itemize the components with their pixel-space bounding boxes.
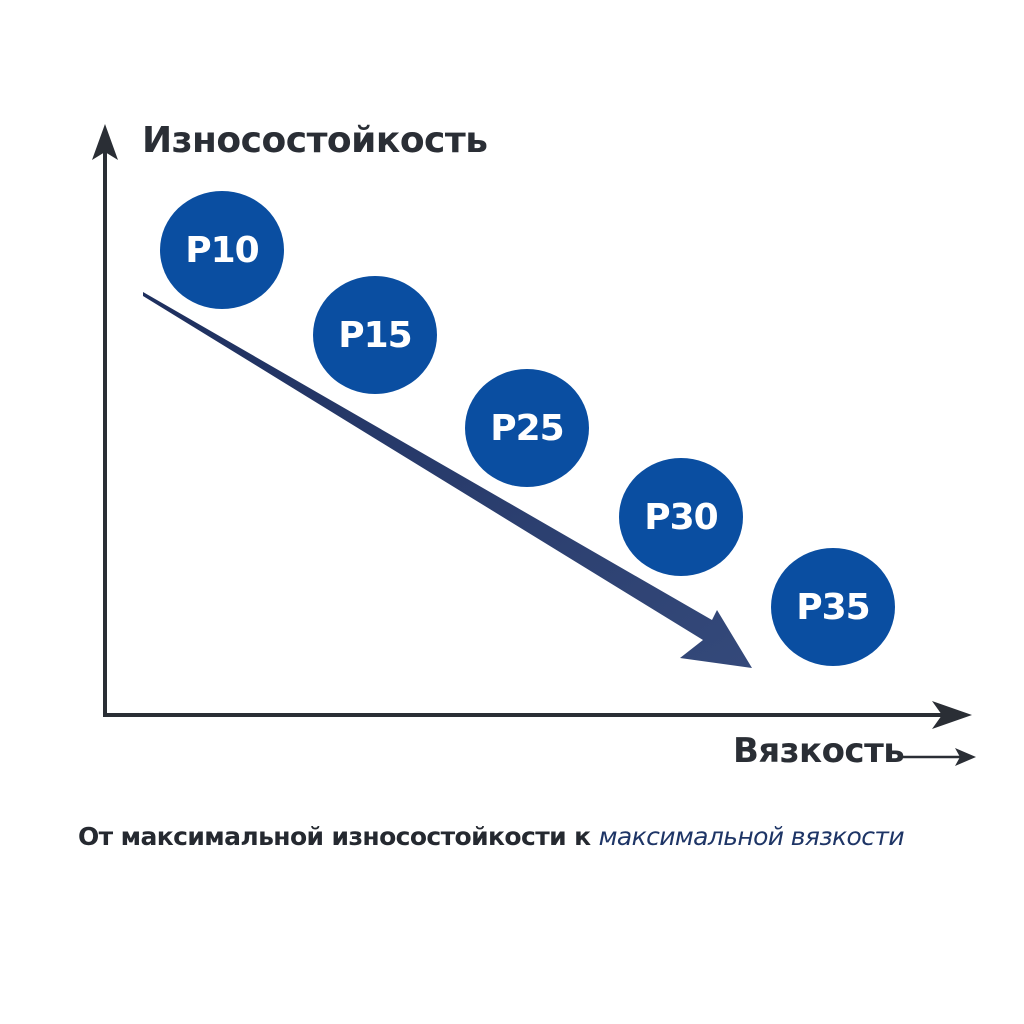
caption-prefix: От максимальной износостойкости к [78,822,599,851]
y-axis-label: Износостойкость [142,120,488,161]
grade-p25: P25 [465,369,589,487]
grade-p30: P30 [619,458,743,576]
caption-emphasis: максимальной вязкости [598,822,905,851]
x-axis [103,701,972,729]
grade-p35: P35 [771,548,895,666]
trend-arrow [143,292,752,668]
x-label-arrow-icon [903,748,976,766]
grade-p10: P10 [160,191,284,309]
x-axis-label: Вязкость [733,731,905,771]
caption: От максимальной износостойкости к максим… [78,822,905,851]
y-axis [92,124,118,716]
grade-p15: P15 [313,276,437,394]
